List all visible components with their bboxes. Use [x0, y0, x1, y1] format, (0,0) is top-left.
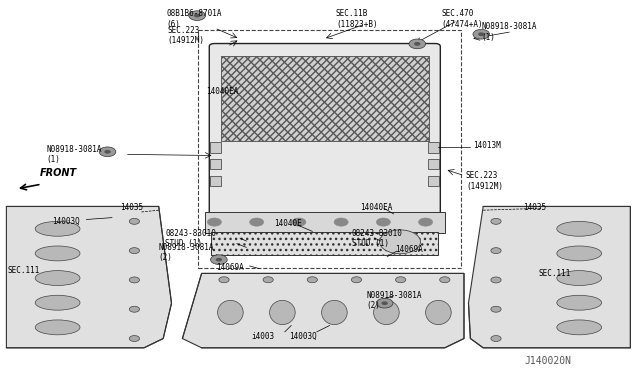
- Bar: [211, 232, 438, 255]
- Bar: [205, 212, 445, 232]
- Bar: [210, 142, 221, 153]
- Circle shape: [396, 277, 406, 283]
- Polygon shape: [6, 206, 172, 348]
- Text: 08B1B6-8701A
(6): 08B1B6-8701A (6): [166, 9, 222, 29]
- Text: SEC.11B
(11823+B): SEC.11B (11823+B): [336, 9, 378, 29]
- Circle shape: [292, 218, 306, 226]
- Circle shape: [189, 11, 205, 20]
- Bar: [428, 159, 439, 169]
- Text: 14040E: 14040E: [274, 219, 301, 228]
- Circle shape: [219, 277, 229, 283]
- Circle shape: [381, 301, 388, 305]
- Text: 14003Q: 14003Q: [52, 217, 80, 225]
- Circle shape: [478, 32, 484, 36]
- Circle shape: [473, 29, 490, 39]
- Bar: [221, 56, 429, 141]
- Text: 14069A: 14069A: [396, 245, 423, 254]
- Text: SEC.111: SEC.111: [539, 269, 572, 278]
- FancyBboxPatch shape: [209, 44, 440, 226]
- Circle shape: [307, 277, 317, 283]
- Text: N08918-3081A
(1): N08918-3081A (1): [46, 145, 102, 164]
- Ellipse shape: [269, 301, 295, 324]
- Ellipse shape: [557, 246, 602, 261]
- Text: 14013M: 14013M: [474, 141, 501, 150]
- Bar: [198, 30, 461, 268]
- Polygon shape: [468, 206, 630, 348]
- Circle shape: [263, 277, 273, 283]
- Text: N08918-3081A
(2): N08918-3081A (2): [366, 291, 422, 310]
- Circle shape: [194, 14, 200, 17]
- Ellipse shape: [218, 301, 243, 324]
- Text: FRONT: FRONT: [40, 167, 77, 177]
- Circle shape: [129, 306, 140, 312]
- Circle shape: [491, 248, 501, 254]
- Bar: [221, 56, 429, 141]
- Bar: [210, 176, 221, 186]
- Circle shape: [376, 298, 393, 308]
- Ellipse shape: [35, 271, 80, 286]
- Text: 14040EA: 14040EA: [206, 87, 239, 96]
- Circle shape: [129, 218, 140, 224]
- Circle shape: [104, 150, 111, 154]
- Circle shape: [250, 218, 264, 226]
- Ellipse shape: [557, 271, 602, 286]
- Text: N08918-3081A
(2): N08918-3081A (2): [159, 243, 214, 262]
- Circle shape: [129, 277, 140, 283]
- Text: 08243-83010
STUD (1): 08243-83010 STUD (1): [352, 229, 403, 248]
- Text: SEC.223
(14912M): SEC.223 (14912M): [168, 26, 205, 45]
- Circle shape: [216, 258, 222, 262]
- Ellipse shape: [35, 221, 80, 236]
- Circle shape: [99, 147, 116, 157]
- Ellipse shape: [557, 295, 602, 310]
- Bar: [428, 176, 439, 186]
- Ellipse shape: [374, 301, 399, 324]
- Text: 14069A: 14069A: [216, 263, 244, 272]
- Ellipse shape: [426, 301, 451, 324]
- Circle shape: [129, 336, 140, 341]
- Text: N08918-3081A
(1): N08918-3081A (1): [481, 22, 537, 42]
- Circle shape: [419, 218, 433, 226]
- Bar: [428, 142, 439, 153]
- Bar: [210, 159, 221, 169]
- Ellipse shape: [35, 295, 80, 310]
- Circle shape: [491, 306, 501, 312]
- Circle shape: [491, 218, 501, 224]
- Text: SEC.223
(14912M): SEC.223 (14912M): [466, 171, 503, 190]
- Ellipse shape: [35, 320, 80, 335]
- Polygon shape: [182, 273, 464, 348]
- Text: i4003: i4003: [251, 332, 274, 341]
- Circle shape: [491, 277, 501, 283]
- Circle shape: [491, 336, 501, 341]
- Ellipse shape: [321, 301, 348, 324]
- Text: SEC.470
(47474+A): SEC.470 (47474+A): [442, 9, 483, 29]
- Text: SEC.111: SEC.111: [8, 266, 40, 275]
- Text: 14035: 14035: [524, 203, 547, 212]
- Text: 14003Q: 14003Q: [289, 332, 317, 341]
- Circle shape: [207, 218, 221, 226]
- Circle shape: [351, 277, 362, 283]
- Circle shape: [129, 248, 140, 254]
- Circle shape: [376, 218, 390, 226]
- Ellipse shape: [557, 320, 602, 335]
- Text: 14035: 14035: [120, 203, 143, 212]
- Text: 08243-83010
STUD (1): 08243-83010 STUD (1): [165, 229, 216, 248]
- Circle shape: [414, 42, 420, 46]
- Circle shape: [409, 39, 426, 49]
- Ellipse shape: [557, 221, 602, 236]
- Circle shape: [380, 230, 420, 254]
- Text: J140020N: J140020N: [525, 356, 572, 366]
- Circle shape: [211, 255, 227, 264]
- Text: 14040EA: 14040EA: [360, 203, 392, 212]
- Circle shape: [440, 277, 450, 283]
- Circle shape: [334, 218, 348, 226]
- Ellipse shape: [35, 246, 80, 261]
